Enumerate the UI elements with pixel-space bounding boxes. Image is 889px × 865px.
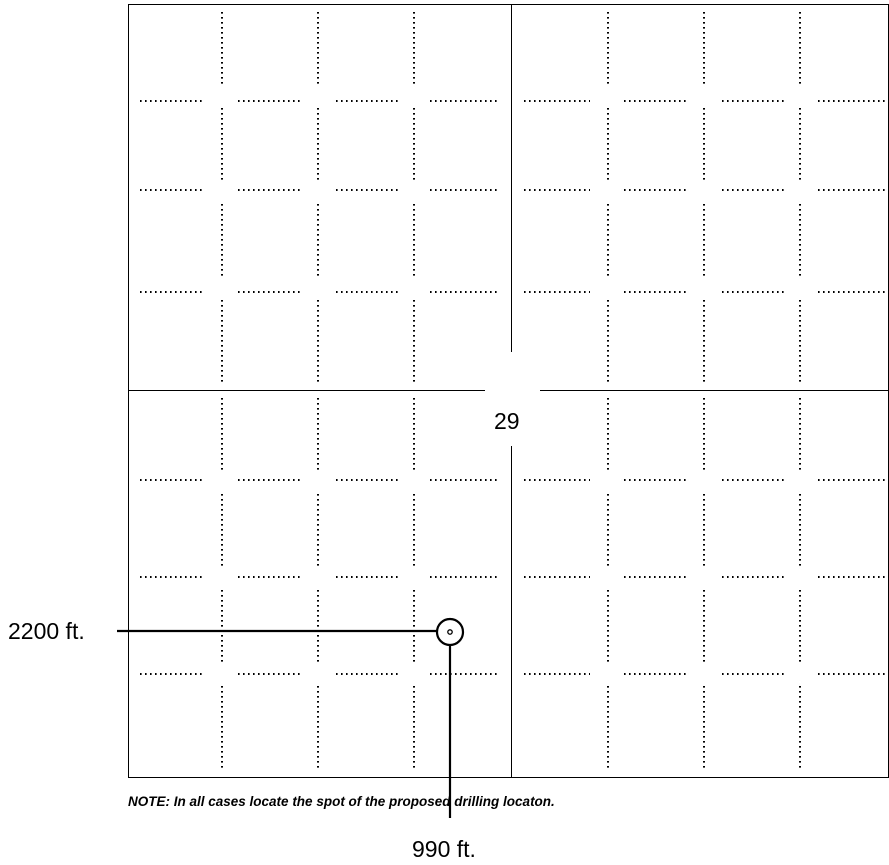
east-west-distance-label: 2200 ft. [8, 618, 85, 644]
quarter-quarter-grid [140, 12, 886, 770]
north-south-distance-label: 990 ft. [412, 836, 476, 862]
well-location-dot [447, 629, 453, 635]
note-text: NOTE: In all cases locate the spot of th… [128, 794, 555, 809]
well-location-circle [435, 617, 465, 647]
section-number: 29 [494, 408, 520, 434]
